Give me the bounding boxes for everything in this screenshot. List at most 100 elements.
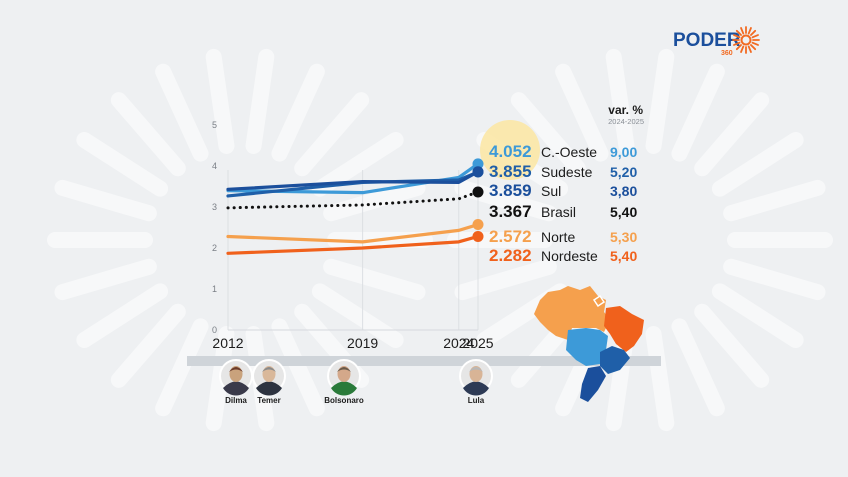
map-sudeste xyxy=(600,346,630,374)
logo-sun-ray xyxy=(747,45,752,53)
background-ray xyxy=(54,258,157,301)
series-line-nordeste xyxy=(226,234,480,255)
background-ray xyxy=(454,258,557,301)
y-tick-label: 1 xyxy=(212,284,217,294)
logo-number: 360 xyxy=(721,50,733,57)
background-ray xyxy=(110,303,186,388)
logo-sun-ray xyxy=(750,44,757,51)
background-ray xyxy=(76,131,169,197)
series-name-label: Norte xyxy=(541,229,575,245)
presidents-timeline: Dilma Temer Bolsonaro Lula xyxy=(219,359,493,405)
series-value-label: 2.572 xyxy=(489,227,532,246)
y-tick-label: 4 xyxy=(212,161,217,171)
series-end-marker xyxy=(472,230,484,242)
background-ray xyxy=(271,63,325,162)
y-tick-label: 3 xyxy=(212,202,217,212)
x-tick-label: 2025 xyxy=(462,335,493,351)
timeline-band xyxy=(187,356,661,366)
logo-sun-ray xyxy=(750,29,757,36)
series-var-label: 5,40 xyxy=(610,248,637,264)
map-norte-border xyxy=(592,294,606,308)
background-ray xyxy=(711,131,804,197)
temer-portrait-icon xyxy=(252,359,286,396)
series-name-label: C.-Oeste xyxy=(541,144,597,160)
series-var-label: 9,00 xyxy=(610,144,637,160)
background-ray xyxy=(205,48,235,154)
poder360-logo: PODER 360 xyxy=(673,26,760,57)
president-name: Lula xyxy=(468,396,485,405)
logo-sun-ray xyxy=(733,34,741,39)
background-ray xyxy=(510,92,586,177)
series-line-brasil xyxy=(226,190,480,210)
logo-sun-ray xyxy=(735,44,742,51)
x-tick-label: 2024 xyxy=(443,335,474,351)
map-norte xyxy=(534,286,610,340)
background-ray xyxy=(294,92,370,177)
background-ray xyxy=(671,63,725,162)
background-ray xyxy=(323,258,426,301)
background-ray xyxy=(723,258,826,301)
series-end-marker xyxy=(472,158,484,170)
logo-sun-ray xyxy=(747,27,752,35)
x-tick-label: 2012 xyxy=(212,335,243,351)
series-labels: 4.052 C.-Oeste 9,00 3.855 Sudeste 5,20 3.859 Su… xyxy=(489,142,637,265)
series-end-marker xyxy=(472,166,484,178)
background-ray xyxy=(311,283,404,349)
background-ray xyxy=(76,283,169,349)
map-sul xyxy=(580,366,606,402)
bolsonaro-portrait-icon xyxy=(327,359,361,396)
y-tick-label: 5 xyxy=(212,120,217,130)
series-var-label: 3,80 xyxy=(610,183,637,199)
logo-sun-ray xyxy=(735,29,742,36)
series-var-label: 5,20 xyxy=(610,164,637,180)
var-header: var. % xyxy=(608,103,643,117)
series-lines xyxy=(226,158,484,255)
background-rays xyxy=(47,48,833,432)
series-value-label: 2.282 xyxy=(489,246,532,265)
background-ray xyxy=(605,48,635,154)
y-axis-ticks: 0 1 2 3 4 5 xyxy=(212,120,217,335)
background-ray xyxy=(723,179,826,222)
background-ray xyxy=(555,63,609,162)
background-ray xyxy=(645,48,675,154)
logo-sun-ray xyxy=(733,41,741,46)
background-ray xyxy=(311,131,404,197)
series-value-label: 4.052 xyxy=(489,142,532,161)
y-tick-label: 0 xyxy=(212,325,217,335)
series-value-label: 3.855 xyxy=(489,162,532,181)
series-end-marker xyxy=(472,219,484,231)
background-ray xyxy=(694,92,770,177)
highlight-circle xyxy=(480,120,540,180)
background-ray xyxy=(155,318,209,417)
x-tick-label: 2019 xyxy=(347,335,378,351)
background-ray xyxy=(271,318,325,417)
logo-sun-ray xyxy=(751,41,759,46)
var-subheader: 2024-2025 xyxy=(608,117,644,126)
series-name-label: Sudeste xyxy=(541,164,593,180)
series-line-sul xyxy=(226,170,480,191)
series-name-label: Nordeste xyxy=(541,248,598,264)
lula-portrait-icon xyxy=(459,359,493,396)
background-ray xyxy=(155,63,209,162)
brazil-regions-map-icon xyxy=(534,286,644,402)
series-name-label: Sul xyxy=(541,183,561,199)
series-name-label: Brasil xyxy=(541,204,576,220)
background-ray xyxy=(110,92,186,177)
series-var-label: 5,40 xyxy=(610,204,637,220)
president-name: Dilma xyxy=(225,396,247,405)
series-value-label: 3.859 xyxy=(489,181,532,200)
background-ray xyxy=(694,303,770,388)
series-end-marker xyxy=(472,186,484,198)
logo-sun-ray xyxy=(740,45,745,53)
background-ray xyxy=(645,326,675,432)
series-var-label: 5,30 xyxy=(610,229,637,245)
logo-wordmark: PODER xyxy=(673,30,741,51)
series-line-c-oeste xyxy=(226,162,480,195)
logo-sun-ray xyxy=(740,27,745,35)
background-ray xyxy=(711,283,804,349)
dilma-portrait-icon xyxy=(219,359,253,396)
map-nordeste xyxy=(604,306,644,352)
y-tick-label: 2 xyxy=(212,243,217,253)
